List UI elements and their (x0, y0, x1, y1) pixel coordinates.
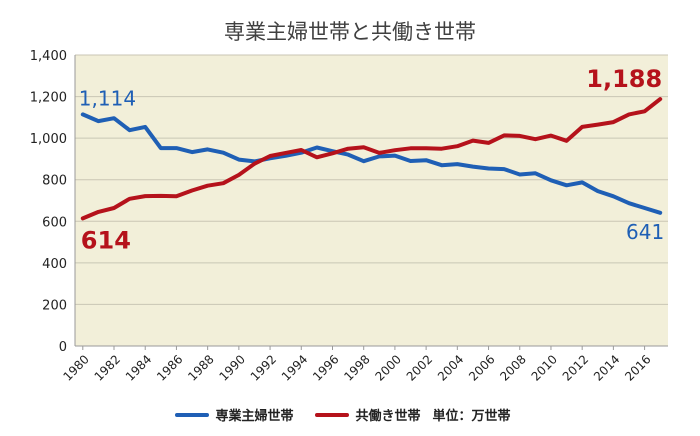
series-line-0 (80, 112, 663, 215)
chart-title: 専業主婦世帯と共働き世帯 (224, 20, 476, 44)
legend-label: 専業主婦世帯 (215, 409, 294, 424)
axes: 0 200 400 600 800 1,000 1,200 1,400 1980 1982 1984… (30, 49, 668, 384)
y-tick-label: 1,400 (30, 49, 67, 64)
x-tick-label: 1982 (92, 352, 123, 383)
y-tick-label: 200 (42, 298, 67, 313)
x-tick-label: 2012 (560, 352, 591, 383)
series-lines (80, 97, 663, 221)
unit-note: 単位：万世帯 (432, 409, 511, 424)
y-tick-label: 1,200 (30, 91, 67, 106)
x-tick-label: 1988 (185, 352, 216, 383)
legend-item-series-1: 共働き世帯 単位：万世帯 (315, 405, 511, 424)
data-label-end-series-1: 1,188 (586, 65, 662, 93)
x-tick-label: 1986 (154, 352, 185, 383)
legend-item-series-0: 専業主婦世帯 (175, 405, 293, 424)
x-tick-label: 2010 (529, 352, 560, 383)
series-line-1 (80, 97, 663, 221)
x-tick-label: 1984 (123, 352, 154, 383)
x-tick-label: 1998 (341, 352, 372, 383)
legend-swatch (315, 412, 350, 417)
data-label-start-series-1: 614 (81, 226, 131, 254)
x-tick-label: 1980 (60, 352, 91, 383)
y-tick-label: 1,000 (30, 132, 67, 147)
data-label-start-series-0: 1,114 (79, 86, 136, 110)
y-tick-label: 400 (42, 257, 67, 272)
y-tick-label: 600 (42, 215, 67, 230)
x-tick-label: 2006 (466, 352, 497, 383)
x-tick-label: 1990 (216, 352, 247, 383)
legend-label: 共働き世帯 (355, 409, 421, 424)
x-tick-label: 1996 (310, 352, 341, 383)
legend-swatch (175, 412, 210, 417)
x-tick-label: 1992 (248, 352, 279, 383)
x-tick-label: 2014 (591, 352, 622, 383)
y-tick-label: 0 (59, 340, 67, 355)
x-tick-label: 2000 (373, 352, 404, 383)
plot-area (75, 55, 668, 346)
x-tick-label: 1994 (279, 352, 310, 383)
data-labels: 1,114 641 614 1,188 (79, 65, 664, 254)
x-tick-label: 2016 (622, 352, 653, 383)
x-tick-label: 2008 (497, 352, 528, 383)
data-label-end-series-0: 641 (626, 220, 664, 244)
y-tick-label: 800 (42, 174, 67, 189)
x-tick-label: 2002 (404, 352, 435, 383)
legend: 専業主婦世帯 共働き世帯 単位：万世帯 (0, 405, 700, 424)
x-tick-label: 2004 (435, 352, 466, 383)
